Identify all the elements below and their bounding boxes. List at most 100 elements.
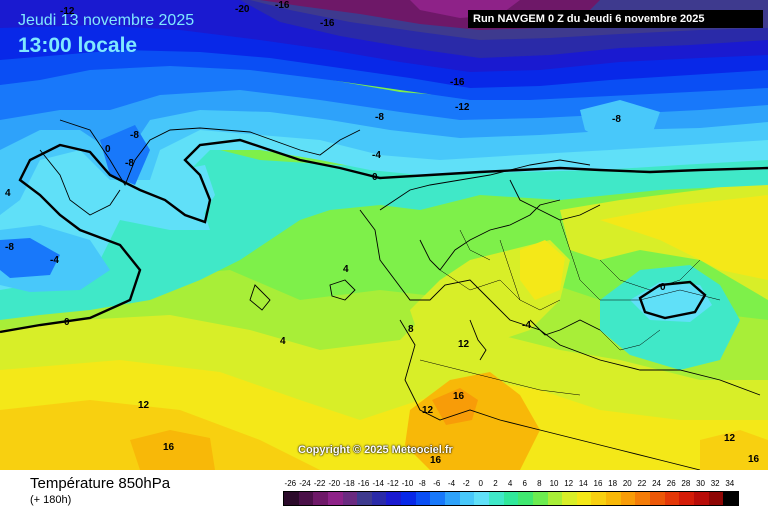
color-scale-tick-label: -24	[299, 479, 311, 488]
color-scale-tick-label: -12	[387, 479, 399, 488]
contour-label: -16	[320, 18, 335, 29]
color-scale-swatch	[386, 492, 402, 505]
color-scale-tick-label: 14	[578, 479, 588, 488]
color-scale-tick-label: 0	[478, 479, 483, 488]
color-scale-swatch	[284, 492, 299, 505]
color-scale-swatch	[342, 492, 358, 505]
contour-label: -8	[130, 130, 139, 141]
color-scale-swatch	[547, 492, 563, 505]
copyright-notice: Copyright © 2025 Meteociel.fr	[298, 444, 453, 456]
temperature-field-minus4-minus2	[0, 85, 768, 215]
color-scale-swatch	[327, 492, 343, 505]
temperature-field-14-16-africa	[405, 372, 540, 470]
legend-footer: Température 850hPa (+ 180h) -26 -24 -22 -20…	[0, 470, 768, 512]
color-scale-swatch	[401, 492, 416, 505]
contour-label: 0	[105, 144, 111, 155]
temperature-field-16-18-africa	[432, 388, 478, 425]
color-scale-bar	[283, 491, 739, 506]
color-scale-swatch	[371, 492, 387, 505]
contour-label: 16	[748, 454, 760, 465]
color-scale-tick-label: 26	[666, 479, 676, 488]
color-scale-swatch	[298, 492, 314, 505]
color-scale-swatch	[313, 492, 328, 505]
color-scale-tick-label: -14	[372, 479, 384, 488]
color-scale-tick-label: 22	[637, 479, 647, 488]
color-scale-swatch	[591, 492, 607, 505]
color-scale-swatch	[488, 492, 504, 505]
variable-title: Température 850hPa	[30, 475, 171, 492]
color-scale-tick-label: 24	[652, 479, 662, 488]
color-scale-tick-label: 12	[564, 479, 574, 488]
color-scale-tick-label: 34	[725, 479, 735, 488]
color-scale-swatch	[723, 492, 738, 505]
color-scale-swatch	[664, 492, 680, 505]
forecast-time: 13:00 locale	[18, 34, 138, 57]
contour-label: -8	[125, 158, 134, 169]
contour-label: 16	[430, 455, 442, 466]
color-scale-swatch	[430, 492, 446, 505]
temperature-map: -20 -16 -12 -16 -16 -12 -8 -8 -8 0 -8 -4…	[0, 0, 768, 470]
contour-label: -4	[522, 320, 531, 331]
contour-label-group: -20 -16 -12 -16 -16 -12 -8 -8 -8 0 -8 -4…	[5, 0, 760, 466]
color-scale-swatch	[679, 492, 694, 505]
color-scale-tick-label: -22	[313, 479, 326, 488]
contour-label: -8	[375, 112, 384, 123]
color-scale-tick-label: 10	[549, 479, 559, 488]
color-scale-tick-label: -8	[418, 479, 426, 488]
contour-label: -16	[275, 0, 290, 11]
color-scale-tick-label: 2	[493, 479, 498, 488]
color-scale-tick-label: 32	[710, 479, 720, 488]
temperature-field-minus8-minus6	[0, 55, 768, 120]
color-scale-tick-label: 16	[593, 479, 603, 488]
temperature-field-cold-pocket-north	[580, 100, 660, 145]
color-scale-swatch	[474, 492, 489, 505]
temperature-field-cold-pocket-greenland-south	[100, 125, 150, 185]
color-scale-swatch	[445, 492, 460, 505]
coastlines	[39, 119, 761, 470]
color-scale-tick-label: -10	[401, 479, 414, 488]
color-scale-swatch	[562, 492, 577, 505]
temperature-field-12-14-east	[700, 430, 768, 470]
contour-label: 12	[458, 339, 470, 350]
temperature-field-cold-core-west	[0, 238, 60, 278]
color-scale-tick-label: 8	[537, 479, 542, 488]
contour-label: 4	[280, 336, 286, 347]
color-scale-tick-label: 6	[522, 479, 527, 488]
contour-label: 12	[724, 433, 736, 444]
country-borders	[419, 219, 721, 396]
color-scale-tick-label: -20	[328, 479, 341, 488]
color-scale-swatch	[503, 492, 519, 505]
temperature-field-10-12-europe	[520, 240, 565, 300]
color-scale-swatch	[357, 492, 372, 505]
contour-label: 16	[163, 442, 175, 453]
color-scale-swatch	[415, 492, 431, 505]
color-scale-tick-label: -6	[433, 479, 441, 488]
contour-label: 0	[64, 317, 70, 328]
color-scale-swatch	[635, 492, 651, 505]
contour-label: -16	[450, 77, 465, 88]
contour-label: -4	[372, 150, 381, 161]
forecast-lead-time: (+ 180h)	[30, 494, 72, 506]
contour-label: 4	[5, 188, 11, 199]
color-scale-tick-label: 28	[681, 479, 691, 488]
color-scale-swatch	[693, 492, 709, 505]
color-scale-tick-label: 18	[608, 479, 618, 488]
color-scale-swatch	[518, 492, 533, 505]
color-scale-swatch	[708, 492, 724, 505]
color-scale-swatch	[459, 492, 475, 505]
contour-label: 0	[660, 282, 666, 293]
contour-label: -8	[612, 114, 621, 125]
contour-label: -20	[235, 4, 250, 15]
color-scale-tick-label: -26	[284, 479, 297, 488]
temperature-field-14-16-west	[130, 430, 215, 470]
color-scale-swatch	[620, 492, 636, 505]
contour-label: 16	[453, 391, 465, 402]
color-scale-swatch	[606, 492, 621, 505]
color-scale-tick-label: -18	[343, 479, 355, 488]
temperature-field-cold-pocket-greenland	[180, 165, 215, 220]
contour-label: -12	[455, 102, 470, 113]
contour-label: -4	[50, 255, 59, 266]
contour-label: 12	[422, 405, 434, 416]
model-run-label: Run NAVGEM 0 Z du Jeudi 6 novembre 2025	[468, 10, 763, 28]
